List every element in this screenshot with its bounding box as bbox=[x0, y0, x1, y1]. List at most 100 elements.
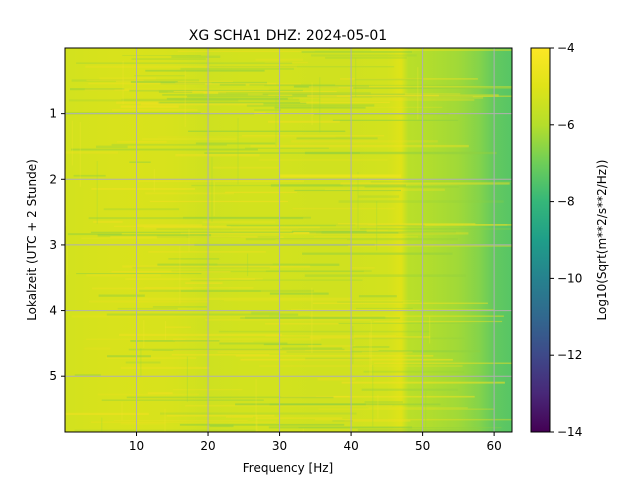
heatmap-streak bbox=[120, 422, 166, 425]
heatmap-streak bbox=[368, 407, 468, 409]
colorbar-tick-label: −8 bbox=[557, 195, 575, 209]
heatmap-streak bbox=[314, 235, 418, 238]
colorbar-label: Log10(Sqrt(m**2/s**2/Hz)) bbox=[595, 160, 609, 321]
heatmap-streak bbox=[139, 289, 314, 292]
heatmap-streak bbox=[264, 84, 480, 87]
heatmap-streak bbox=[337, 223, 476, 225]
heatmap-streak bbox=[269, 403, 441, 406]
heatmap-streak bbox=[308, 86, 512, 89]
heatmap-streak bbox=[91, 188, 196, 190]
heatmap-vertical-streak bbox=[376, 201, 378, 251]
heatmap-streak bbox=[240, 236, 284, 238]
heatmap-streak bbox=[373, 362, 512, 364]
heatmap-streak bbox=[65, 151, 119, 154]
heatmap-streak bbox=[262, 93, 405, 95]
heatmap-vertical-streak bbox=[153, 169, 155, 192]
heatmap-streak bbox=[185, 282, 223, 284]
colorbar-tick-label: −6 bbox=[557, 118, 575, 132]
heatmap-vertical-streak bbox=[65, 168, 67, 227]
heatmap-streak bbox=[249, 84, 336, 86]
heatmap-streak bbox=[259, 365, 463, 367]
heatmap-streak bbox=[270, 184, 406, 187]
heatmap-streak bbox=[129, 89, 303, 92]
heatmap-streak bbox=[128, 348, 345, 351]
heatmap-streak bbox=[126, 396, 334, 399]
x-axis-label: Frequency [Hz] bbox=[243, 461, 334, 475]
colorbar-ticks: −14 −12 −10 −8 −6 −4 bbox=[550, 41, 582, 439]
heatmap-streak bbox=[325, 56, 407, 59]
heatmap-streak bbox=[148, 251, 266, 253]
heatmap-streak bbox=[340, 182, 510, 185]
heatmap-streak bbox=[209, 424, 234, 428]
heatmap-streak bbox=[264, 61, 308, 64]
heatmap-streak bbox=[125, 278, 255, 281]
heatmap-streak bbox=[317, 378, 356, 381]
heatmap-streak bbox=[308, 345, 356, 348]
heatmap-vertical-streak bbox=[96, 161, 98, 224]
heatmap-streak bbox=[93, 220, 123, 223]
heatmap-streak bbox=[117, 307, 178, 310]
heatmap-streak bbox=[96, 145, 128, 149]
heatmap-streak bbox=[246, 104, 375, 107]
heatmap-streak bbox=[172, 338, 321, 341]
heatmap-streak bbox=[209, 66, 395, 68]
heatmap-streak bbox=[177, 50, 315, 52]
heatmap-streak bbox=[344, 419, 411, 422]
heatmap-vertical-streak bbox=[311, 287, 313, 353]
heatmap-streak bbox=[371, 49, 512, 51]
heatmap-streak bbox=[171, 354, 270, 356]
heatmap-vertical-streak bbox=[377, 394, 379, 419]
heatmap-vertical-streak bbox=[255, 379, 257, 432]
heatmap-streak bbox=[263, 343, 322, 346]
heatmap-streak bbox=[157, 136, 336, 138]
heatmap-streak bbox=[67, 233, 122, 236]
heatmap-streak bbox=[142, 138, 237, 140]
heatmap-streak bbox=[137, 180, 304, 182]
heatmap-streak bbox=[120, 105, 179, 108]
colorbar-tick-label: −10 bbox=[557, 271, 582, 285]
heatmap-streak bbox=[205, 83, 301, 85]
heatmap-streak bbox=[179, 423, 345, 426]
heatmap-streak bbox=[312, 302, 488, 304]
heatmap-streak bbox=[130, 340, 220, 342]
x-tick-label: 60 bbox=[486, 439, 501, 453]
heatmap-vertical-streak bbox=[66, 241, 68, 275]
heatmap-streak bbox=[175, 82, 212, 84]
heatmap-streak bbox=[171, 270, 364, 273]
heatmap-streak bbox=[190, 279, 363, 281]
heatmap-streak bbox=[86, 79, 144, 81]
x-tick-label: 50 bbox=[415, 439, 430, 453]
heatmap-streak bbox=[324, 188, 445, 191]
heatmap-streak bbox=[364, 401, 403, 404]
heatmap-vertical-streak bbox=[302, 428, 304, 432]
heatmap-streak bbox=[98, 294, 145, 297]
heatmap-streak bbox=[309, 232, 399, 234]
x-tick-label: 20 bbox=[200, 439, 215, 453]
heatmap-streak bbox=[204, 152, 360, 154]
heatmap-streak bbox=[166, 97, 288, 100]
heatmap-streak bbox=[286, 351, 362, 353]
heatmap-streak bbox=[364, 186, 460, 188]
heatmap-streak bbox=[268, 426, 413, 429]
heatmap-streak bbox=[304, 151, 497, 155]
heatmap-streak bbox=[166, 414, 275, 417]
heatmap-streak bbox=[281, 395, 475, 398]
heatmap-vertical-streak bbox=[256, 415, 258, 432]
heatmap-streak bbox=[292, 207, 395, 210]
heatmap-streak bbox=[265, 323, 339, 325]
heatmap-streak bbox=[302, 252, 453, 255]
heatmap-streak bbox=[144, 287, 254, 289]
heatmap-streak bbox=[224, 191, 298, 194]
heatmap-streak bbox=[106, 357, 197, 359]
heatmap-streak bbox=[205, 319, 371, 321]
heatmap-streak bbox=[111, 109, 198, 111]
heatmap-streak bbox=[314, 418, 512, 421]
heatmap-streak bbox=[358, 195, 400, 198]
chart-title: XG SCHA1 DHZ: 2024-05-01 bbox=[189, 28, 387, 44]
heatmap-vertical-streak bbox=[311, 82, 313, 126]
heatmap-vertical-streak bbox=[237, 118, 239, 185]
heatmap-streak bbox=[294, 189, 401, 192]
heatmap-streak bbox=[351, 350, 481, 353]
heatmap-vertical-streak bbox=[188, 229, 190, 252]
heatmap-streak bbox=[120, 366, 210, 370]
